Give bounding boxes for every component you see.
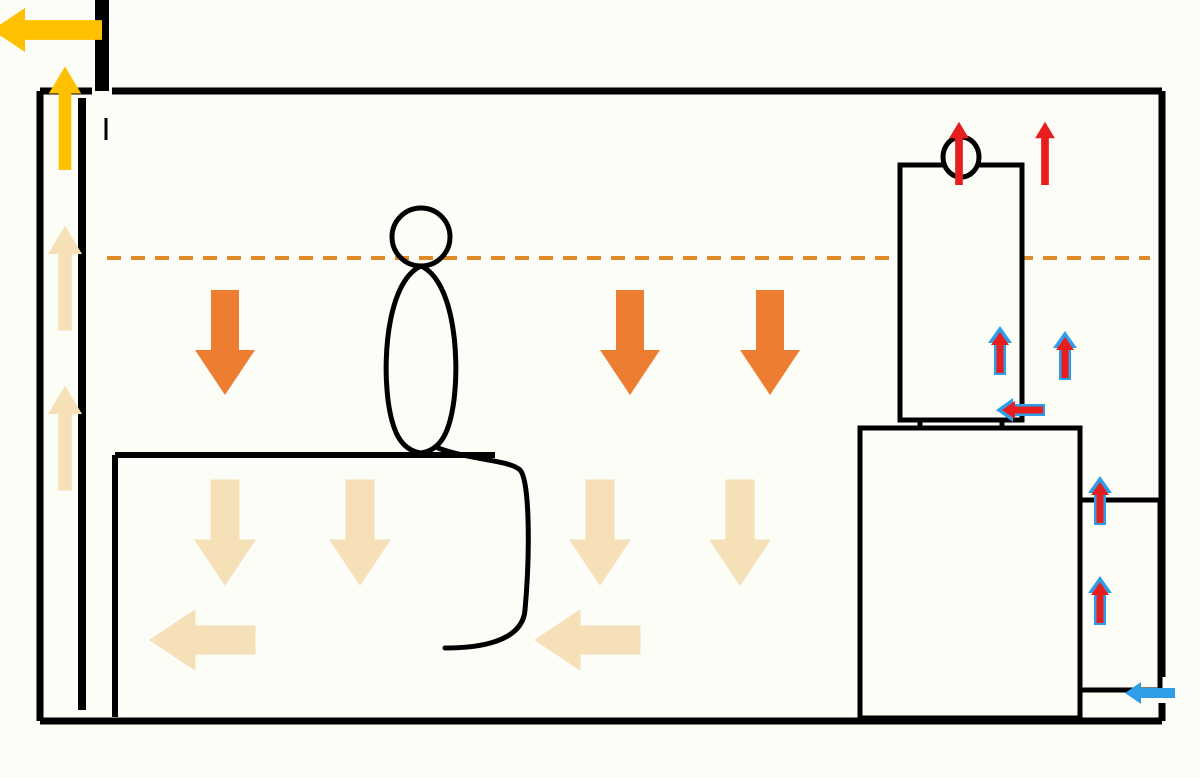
warm-air-down-arrow [710, 480, 770, 585]
warm-air-down-arrow [570, 480, 630, 585]
exhaust-rise-arrow [49, 227, 81, 331]
warm-air-down-arrow [195, 480, 255, 585]
hot-air-down-arrow [195, 290, 255, 395]
warm-air-down-arrow [330, 480, 390, 585]
exhaust-hot-arrow [49, 66, 81, 170]
heat-rise-arrow [1035, 122, 1055, 185]
heater-base [860, 428, 1080, 718]
fresh-air-in-arrow [1125, 682, 1175, 704]
floor-air-left-arrow [150, 610, 255, 670]
exhaust-rise-arrow [49, 387, 81, 491]
diagram-canvas [0, 0, 1200, 778]
person-body [386, 266, 456, 453]
hot-air-down-arrow [740, 290, 800, 395]
heater-tank [900, 165, 1022, 420]
hot-air-down-arrow [600, 290, 660, 395]
person-leg [438, 448, 528, 648]
exhaust-exit-arrow [0, 8, 102, 52]
inlet-flow-arrow [1088, 576, 1112, 625]
inlet-flow-arrow [1053, 331, 1077, 380]
floor-air-left-arrow [535, 610, 640, 670]
